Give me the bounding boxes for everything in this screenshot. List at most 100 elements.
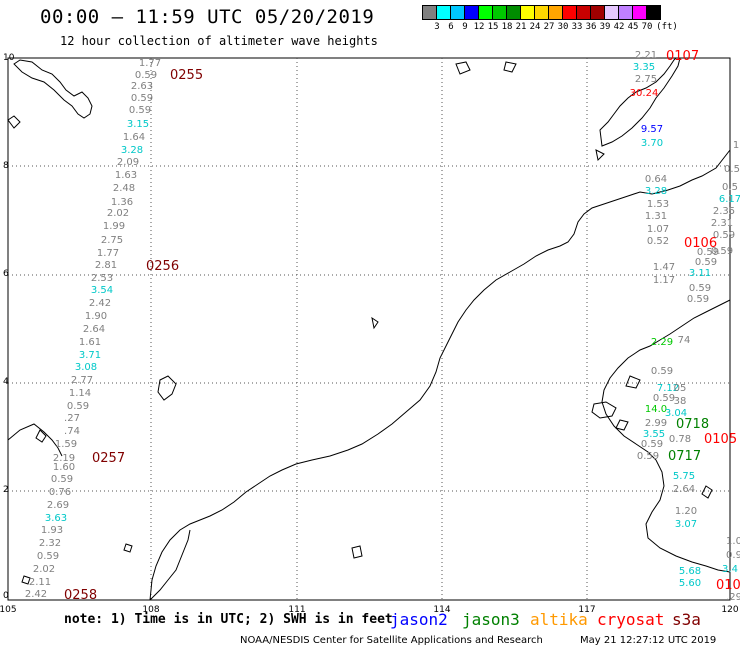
wave-height-value: 1.20 [675, 506, 697, 517]
scale-swatch [450, 5, 465, 20]
wave-height-value: 2.19 [53, 453, 75, 464]
wave-height-value: 0.59 [131, 93, 153, 104]
wave-height-value: 1.77 [139, 58, 161, 69]
wave-height-value: 1.17 [653, 275, 675, 286]
wave-height-value: 0.9 [726, 550, 740, 561]
wave-height-value: 2.29 [651, 337, 673, 348]
wave-height-value: 0.5 [724, 164, 740, 175]
wave-height-value: 0.59 [641, 439, 663, 450]
wave-height-value: 5.68 [679, 566, 701, 577]
generated-timestamp: May 21 12:27:12 UTC 2019 [580, 635, 717, 646]
wave-height-value: 0.59 [67, 401, 89, 412]
wave-height-value: 3.71 [79, 350, 101, 361]
wave-height-value: 2.09 [117, 157, 139, 168]
wave-height-value: 1.31 [645, 211, 667, 222]
wave-height-value: 0.59 [697, 247, 719, 258]
scale-swatch [464, 5, 479, 20]
wave-height-value: 3.70 [641, 138, 663, 149]
pass-label: 0718 [676, 417, 709, 432]
wave-height-value: 0.59 [51, 474, 73, 485]
credit-line: NOAA/NESDIS Center for Satellite Applica… [240, 635, 543, 646]
wave-height-value: 1.63 [115, 170, 137, 181]
mission-jason2: jason2 [390, 610, 448, 629]
wave-height-value: 0.59 [695, 257, 717, 268]
scale-swatch [506, 5, 521, 20]
mission-altika: altika [530, 610, 588, 629]
footer-note: note: 1) Time is in UTC; 2) SWH is in fe… [64, 612, 393, 627]
page-title: 00:00 – 11:59 UTC 05/20/2019 [40, 6, 375, 28]
scale-label: 45 [627, 22, 639, 32]
color-scale [422, 5, 661, 20]
wave-height-value: 3.04 [665, 408, 687, 419]
scale-swatch [562, 5, 577, 20]
wave-height-value: 1.64 [123, 132, 145, 143]
lon-label: 111 [288, 605, 305, 615]
wave-height-value: 1.07 [647, 224, 669, 235]
wave-height-value: 2.99 [645, 418, 667, 429]
wave-height-value: 0.59 [711, 246, 733, 257]
scale-swatch [576, 5, 591, 20]
wave-height-value: 3.54 [91, 285, 113, 296]
scale-label: 18 [501, 22, 513, 32]
wave-height-value: 2.42 [25, 589, 47, 600]
wave-height-value: 9.57 [641, 124, 663, 135]
wave-height-value: 2.75 [635, 74, 657, 85]
pass-label: 0257 [92, 451, 125, 466]
wave-height-value: 2.63 [131, 81, 153, 92]
scale-label: 39 [599, 22, 611, 32]
wave-height-value: 1.53 [647, 199, 669, 210]
wave-height-value: 3.15 [127, 119, 149, 130]
pass-label: 0106 [684, 236, 717, 251]
wave-height-value: 0.78 [669, 434, 691, 445]
scale-swatch [422, 5, 437, 20]
wave-height-value: 0.59 [713, 230, 735, 241]
lon-label: 108 [142, 605, 159, 615]
wave-height-value: 2.69 [47, 500, 69, 511]
wave-height-value: 2.11 [29, 577, 51, 588]
scale-swatch [632, 5, 647, 20]
scale-label: 6 [448, 22, 454, 32]
scale-label: 70 [641, 22, 653, 32]
wave-height-value: 1.99 [103, 221, 125, 232]
scale-swatch [436, 5, 451, 20]
wave-height-value: .29 [726, 592, 740, 603]
lat-label: 8 [3, 161, 9, 171]
scale-swatch [548, 5, 563, 20]
wave-height-value: 0.59 [129, 105, 151, 116]
wave-height-value: 1.77 [97, 248, 119, 259]
scale-swatch [618, 5, 633, 20]
wave-height-value: 2.64 [83, 324, 105, 335]
wave-height-value: 2.53 [91, 273, 113, 284]
wave-height-value: 1.59 [55, 439, 77, 450]
wave-height-value: 2.21 [635, 50, 657, 61]
wave-height-value: .74 [64, 426, 80, 437]
pass-label: 0107 [666, 49, 699, 64]
wave-height-value: 0.64 [645, 174, 667, 185]
wave-height-value: 3.08 [75, 362, 97, 373]
wave-height-value: 0.59 [689, 283, 711, 294]
wave-height-value: 0.76 [49, 487, 71, 498]
scale-swatch [478, 5, 493, 20]
scale-unit: (ft) [656, 22, 678, 32]
wave-height-value: 3.55 [643, 429, 665, 440]
scale-label: 42 [613, 22, 625, 32]
pass-label: 0258 [64, 588, 97, 603]
pass-label: 0717 [668, 449, 701, 464]
lat-label: 4 [3, 377, 9, 387]
wave-height-value: 2.75 [101, 235, 123, 246]
scale-swatch [534, 5, 549, 20]
wave-height-value: 0.59 [651, 366, 673, 377]
lat-label: 6 [3, 269, 9, 279]
wave-height-value: 1.0 [726, 536, 740, 547]
lat-label: 10 [3, 53, 15, 63]
wave-height-value: 1.61 [79, 337, 101, 348]
scale-label: 21 [515, 22, 527, 32]
wave-height-value: 6.17 [719, 194, 740, 205]
wave-height-value: 1.90 [85, 311, 107, 322]
scale-label: 15 [487, 22, 499, 32]
pass-label: 010 [716, 578, 740, 593]
wave-height-value: 0.52 [647, 236, 669, 247]
wave-height-value: 1.60 [53, 462, 75, 473]
wave-height-value: 2.48 [113, 183, 135, 194]
